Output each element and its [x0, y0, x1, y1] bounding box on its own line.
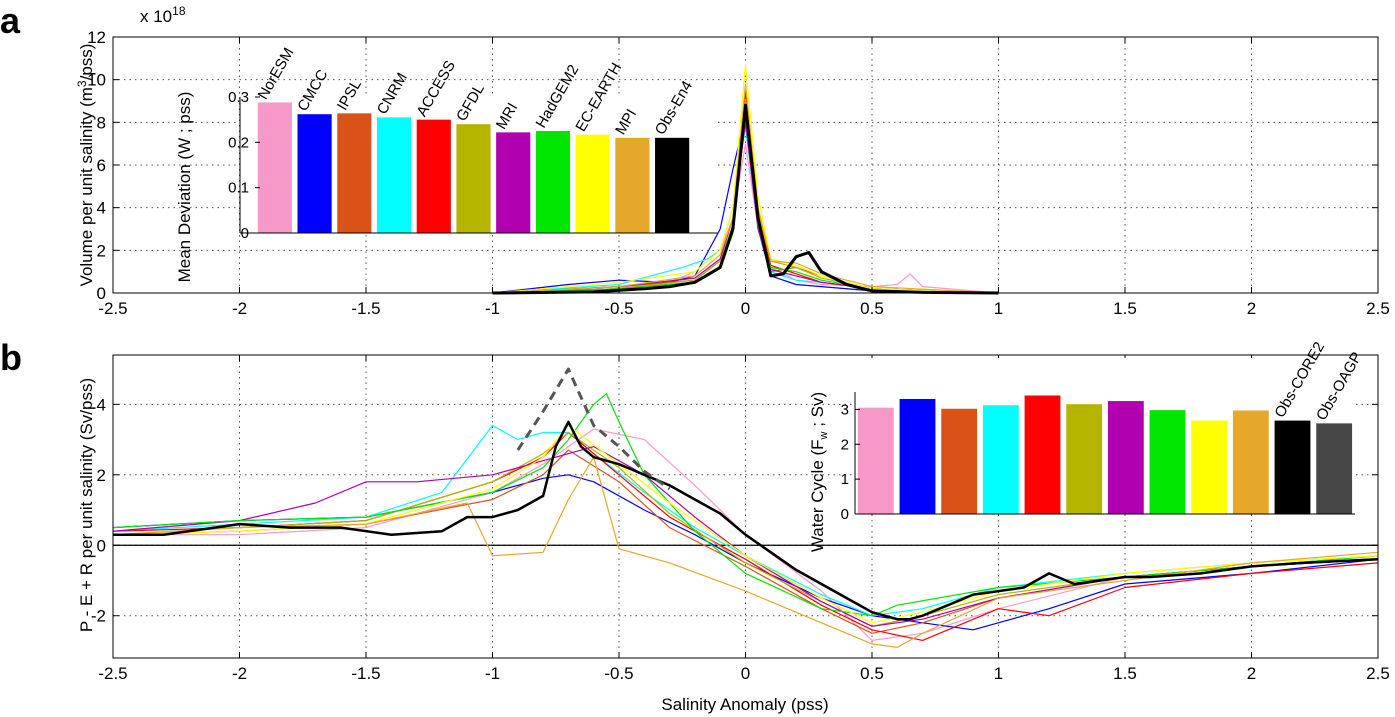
panel-a-ticks: -2.5 -2 -1.5 -1 -0.5 0 0.5 1 1.5 2 2.5 0 2 4 6 8 10 12: [87, 28, 1390, 318]
a-xtick-label: 2: [1247, 299, 1256, 318]
b-xtick-label: 1.5: [1113, 664, 1137, 683]
b-inset-bar-ipsl: [941, 408, 978, 514]
a-inset-bar-ec-earth: [575, 134, 610, 233]
a-inset-ytick-label: 0.2: [228, 134, 249, 151]
b-inset-bar-obs-oagp: [1316, 423, 1353, 514]
b-inset-bar-hadgem2: [1149, 410, 1186, 514]
b-xtick-label: 2: [1247, 664, 1256, 683]
a-xtick-label: -1: [485, 299, 500, 318]
b-inset-bar-access: [1024, 395, 1061, 514]
b-series-gfdl: [112, 431, 1379, 627]
a-inset-bar-ipsl: [337, 113, 372, 233]
a-inset-bar-access: [416, 119, 451, 233]
a-inset-bar-hadgem2: [535, 131, 571, 233]
b-xtick-label: -1: [485, 664, 500, 683]
b-series-ec-earth: [112, 424, 1379, 624]
a-xtick-label: 0.5: [860, 299, 884, 318]
b-inset-bar-obs-core2: [1274, 420, 1311, 514]
a-ytick-label: 6: [97, 156, 106, 175]
a-inset-bar-obs-en4: [655, 137, 690, 233]
b-series-noresm: [113, 428, 1379, 642]
b-inset-bar-cmcc: [899, 398, 936, 514]
a-xtick-label: -2: [232, 299, 247, 318]
a-ytick-label: 10: [87, 71, 106, 90]
panel-b-inset-bg: [855, 358, 1355, 514]
b-inset-bar-noresm: [857, 407, 894, 514]
a-inset-bar-mpi: [615, 137, 650, 233]
panel-a-inset-ylabel: Mean Deviation (W ; pss): [175, 92, 194, 283]
b-ytick-label: -2: [91, 607, 106, 626]
b-ytick-label: 2: [97, 466, 106, 485]
b-inset-bar-cnrm: [982, 405, 1019, 514]
b-xtick-label: -1.5: [351, 664, 380, 683]
b-inset-ytick-label: 3: [841, 401, 849, 418]
a-xtick-label: -2.5: [98, 299, 127, 318]
a-inset-ytick-label: 0.1: [228, 180, 249, 197]
b-ytick-label: 4: [97, 395, 106, 414]
b-xtick-label: 0: [741, 664, 750, 683]
b-series-mpi: [112, 456, 1379, 649]
a-inset-bar-mri: [496, 132, 531, 233]
b-xtick-label: -2.5: [98, 664, 127, 683]
b-inset-bar-mri: [1107, 401, 1144, 514]
a-ytick-label: 2: [97, 241, 106, 260]
b-xtick-label: 0.5: [860, 664, 884, 683]
b-series-obs-en4: [113, 420, 1379, 621]
a-xtick-label: 2.5: [1366, 299, 1390, 318]
panel-b-ylabel: P - E + R per unit salinity (Sv/pss): [77, 378, 96, 632]
a-xtick-label: 0: [741, 299, 750, 318]
a-inset-bar-cnrm: [376, 117, 412, 233]
b-inset-bar-gfdl: [1066, 404, 1103, 514]
panel-b-series: [112, 367, 1379, 649]
a-inset-bar-gfdl: [456, 124, 491, 233]
b-inset-bar-ec-earth: [1191, 420, 1228, 514]
b-inset-ytick-label: 1: [841, 471, 849, 488]
b-xtick-label: -0.5: [604, 664, 633, 683]
b-inset-ytick-label: 0: [841, 506, 849, 523]
b-series-obs-core2: [516, 367, 671, 491]
panel-b-inset-ylabel: Water Cycle (Fw ; Sv): [808, 392, 830, 552]
a-xtick-label: -0.5: [604, 299, 633, 318]
b-ytick-label: 0: [97, 536, 106, 555]
a-ytick-label: 0: [97, 284, 106, 303]
panel-b-ticks: -2.5 -2 -1.5 -1 -0.5 0 0.5 1 1.5 2 2.5 -2 0 2 4: [91, 355, 1390, 683]
b-inset-bar-mpi: [1232, 410, 1269, 514]
panel-label-b: b: [0, 337, 22, 378]
panel-b-xlabel: Salinity Anomaly (pss): [661, 695, 828, 714]
a-series-mri: [492, 121, 999, 294]
panel-a-ylabel: Volume per unit salinity (m3/pss): [75, 44, 96, 287]
panel-a-chart: -2.5 -2 -1.5 -1 -0.5 0 0.5 1 1.5 2 2.5 0 2 4 6 8 10 12 x …: [75, 4, 1390, 318]
a-xtick-label: 1: [994, 299, 1003, 318]
a-xtick-label: 1.5: [1113, 299, 1137, 318]
a-inset-bar-noresm: [257, 102, 292, 233]
b-xtick-label: 1: [994, 664, 1003, 683]
a-inset-ytick-label: 0.3: [228, 89, 249, 106]
panel-a-series: [492, 64, 999, 295]
a-xtick-label: -1.5: [351, 299, 380, 318]
a-series-obs-en4: [492, 103, 999, 295]
b-inset-ytick-label: 2: [841, 436, 849, 453]
b-xtick-label: 2.5: [1366, 664, 1390, 683]
b-xtick-label: -2: [232, 664, 247, 683]
a-ytick-label: 4: [97, 199, 106, 218]
a-series-ec-earth: [492, 64, 999, 294]
panel-b-chart: -2.5 -2 -1.5 -1 -0.5 0 0.5 1 1.5 2 2.5 -2 0 2 4 P - E …: [77, 339, 1390, 714]
panel-label-a: a: [0, 0, 21, 41]
a-inset-bar-cmcc: [297, 114, 332, 233]
a-inset-bar-label: NorESM: [255, 45, 298, 103]
panel-a-multiplier: x 1018: [140, 4, 186, 26]
a-ytick-label: 8: [97, 113, 106, 132]
a-ytick-label: 12: [87, 28, 106, 47]
